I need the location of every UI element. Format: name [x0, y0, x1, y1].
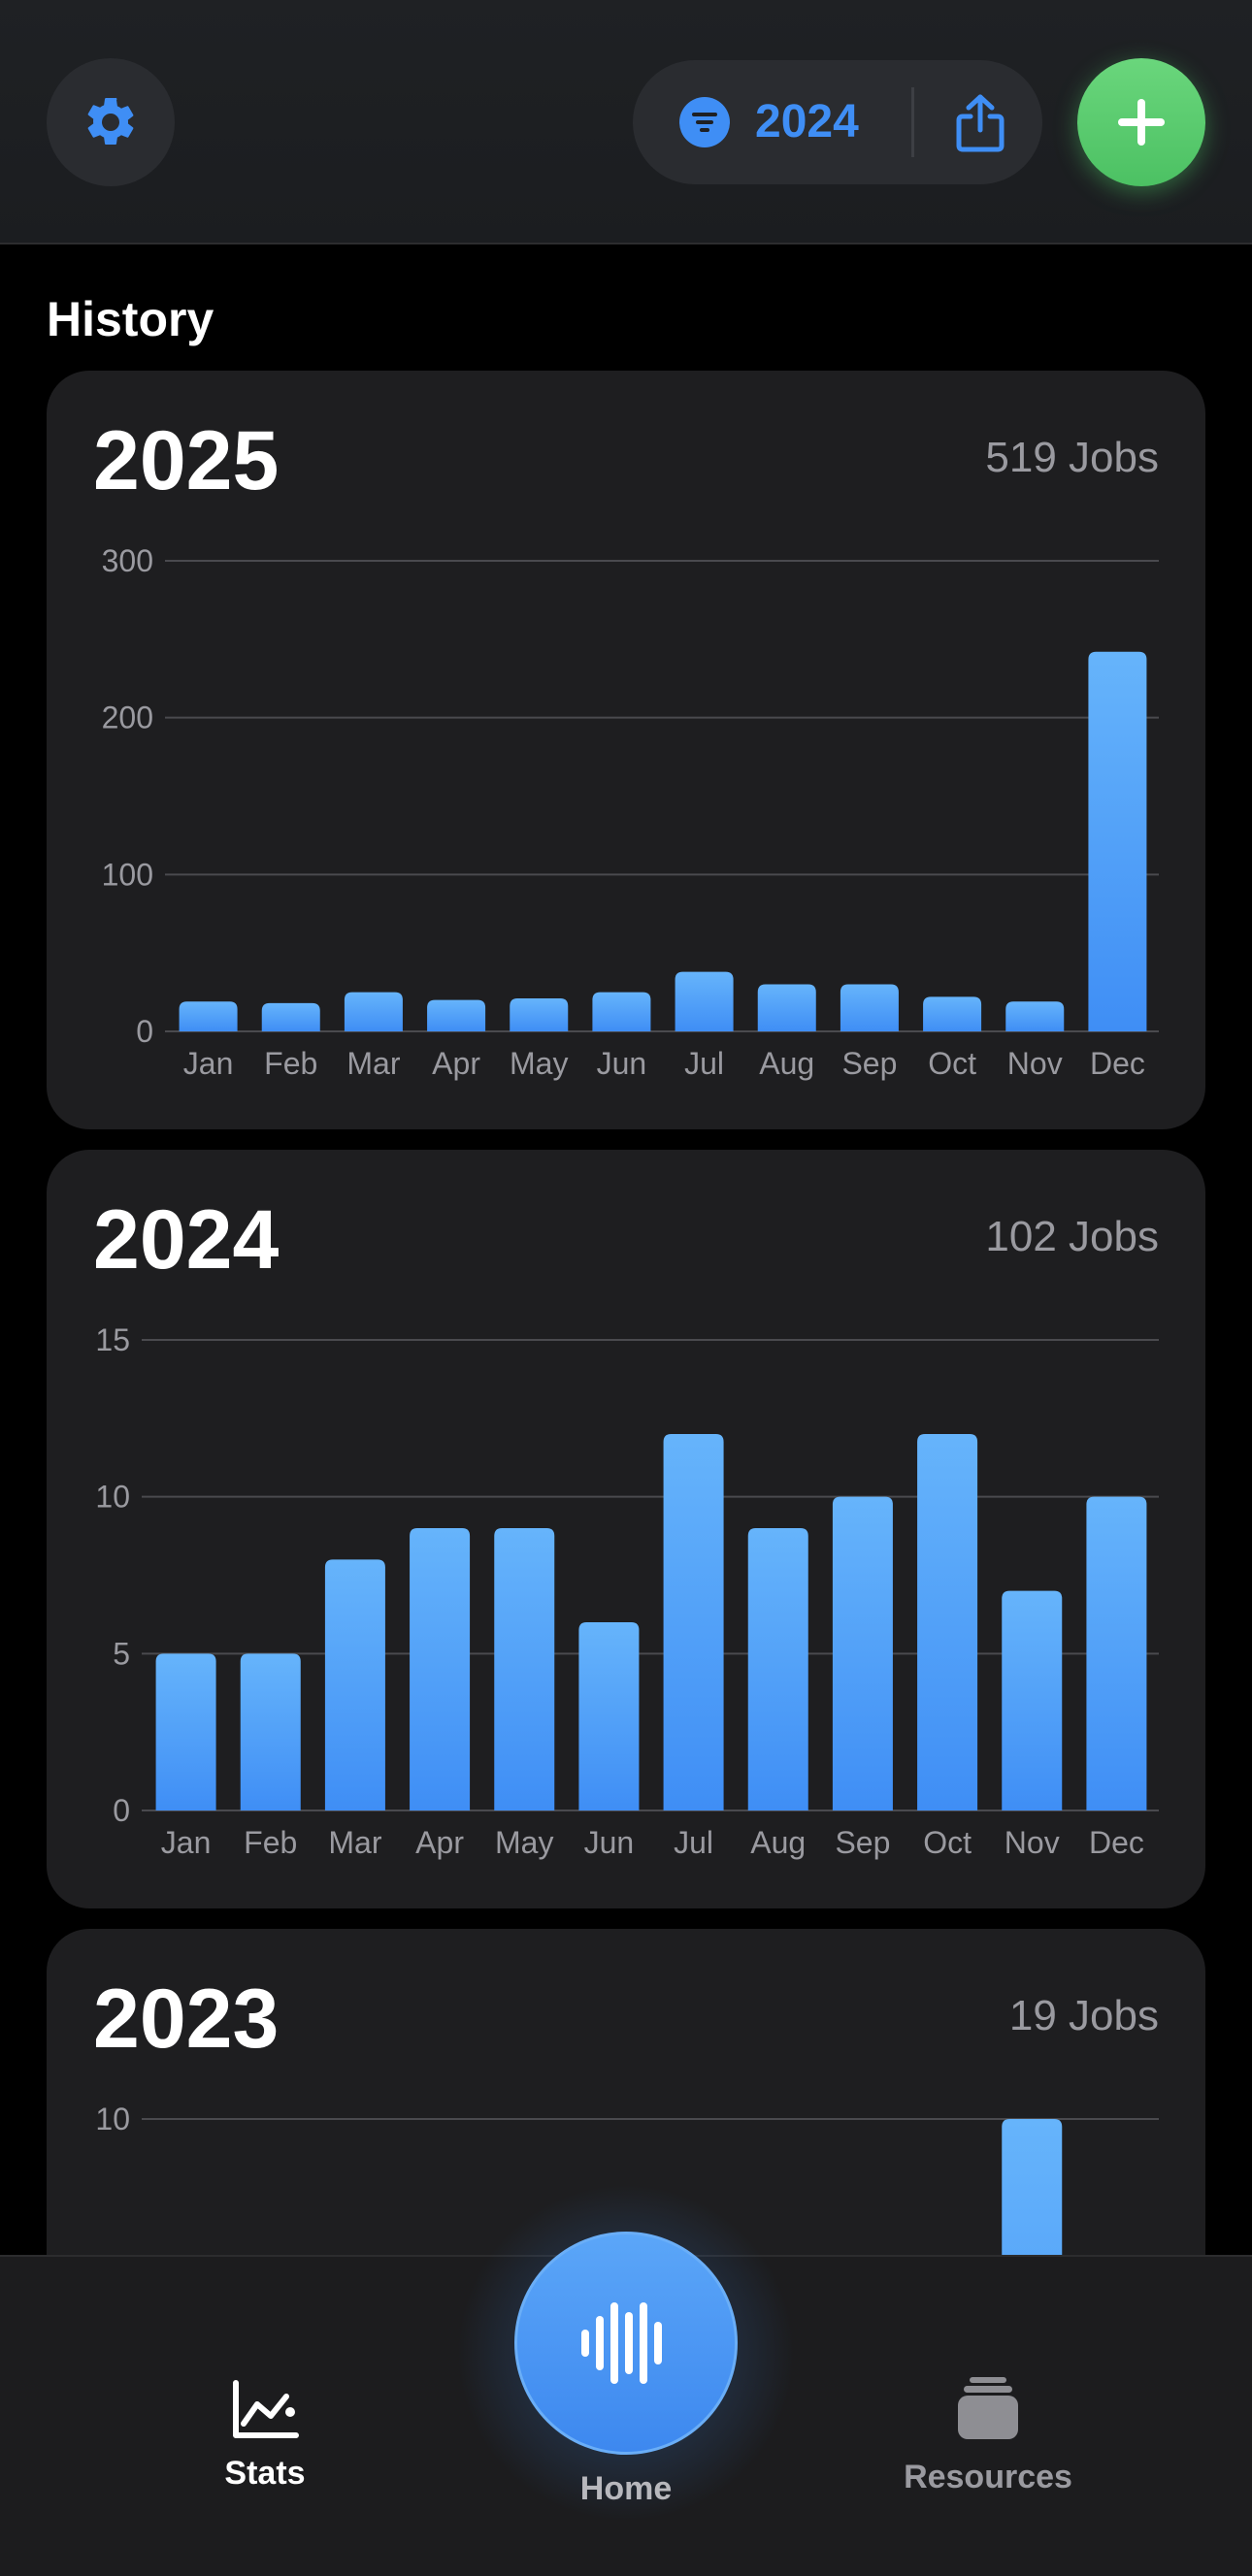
line-chart-icon [233, 2380, 299, 2438]
x-tick-label: Feb [264, 1046, 317, 1081]
x-tick-label: Jan [183, 1046, 234, 1081]
stack-icon [958, 2377, 1018, 2439]
bar-nov[interactable] [1005, 1001, 1065, 1031]
settings-button[interactable] [47, 58, 175, 186]
y-tick-label: 300 [102, 543, 153, 578]
x-tick-label: Sep [841, 1046, 897, 1081]
y-tick-label: 5 [113, 1636, 130, 1671]
bar-jul[interactable] [663, 1434, 724, 1810]
bar-jul[interactable] [675, 971, 734, 1031]
y-tick-label: 0 [113, 1793, 130, 1828]
bar-jan[interactable] [155, 1653, 216, 1810]
y-tick-label: 10 [95, 1480, 130, 1515]
filter-icon[interactable] [679, 97, 730, 147]
gear-icon [87, 97, 134, 145]
x-tick-label: Jul [674, 1825, 713, 1860]
card-year: 2024 [93, 1193, 280, 1287]
card-jobs-count: 19 Jobs [1008, 1992, 1159, 2039]
add-job-button[interactable] [1077, 58, 1205, 186]
top-toolbar: 2024 [0, 0, 1252, 245]
bar-oct[interactable] [923, 996, 982, 1031]
bar-apr[interactable] [427, 999, 486, 1031]
card-year: 2023 [93, 1973, 280, 2066]
bar-sep[interactable] [832, 1496, 893, 1810]
tab-resources-label: Resources [904, 2459, 1072, 2495]
bar-feb[interactable] [261, 1002, 320, 1031]
bar-mar[interactable] [324, 1559, 385, 1810]
tab-stats-label: Stats [224, 2455, 306, 2492]
year-card-2025[interactable]: 2025 519 Jobs 0 100 200 300 Jan Feb Mar Apr May J… [47, 371, 1205, 1129]
year-card-2024[interactable]: 2024 102 Jobs 0 5 10 15 Jan Feb Mar Apr May Jun Ju… [47, 1150, 1205, 1908]
year-filter-pill: 2024 [633, 60, 1042, 184]
card-jobs-count: 519 Jobs [985, 434, 1159, 481]
bar-may[interactable] [510, 998, 569, 1031]
x-tick-label: Nov [1007, 1046, 1063, 1081]
bar-jun[interactable] [578, 1622, 640, 1810]
x-tick-label: Mar [346, 1046, 400, 1081]
y-tick-label: 15 [95, 1322, 130, 1357]
tab-resources[interactable]: Resources [873, 2257, 1103, 2576]
bar-nov[interactable] [1002, 1590, 1063, 1810]
x-tick-label: May [495, 1825, 553, 1860]
bar-jun[interactable] [592, 992, 651, 1031]
x-tick-label: Nov [1005, 1825, 1060, 1860]
bar-dec[interactable] [1088, 651, 1147, 1031]
plus-icon [1118, 99, 1165, 146]
bar-oct[interactable] [917, 1434, 978, 1810]
y-tick-label: 0 [136, 1014, 153, 1049]
bar-mar[interactable] [344, 992, 403, 1031]
bar-aug[interactable] [757, 984, 816, 1032]
tab-stats[interactable]: Stats [167, 2257, 363, 2576]
y-tick-label: 200 [102, 701, 153, 735]
tab-home[interactable] [514, 2232, 738, 2455]
bar-sep[interactable] [840, 984, 899, 1032]
x-tick-label: Mar [328, 1825, 381, 1860]
x-tick-label: Feb [244, 1825, 297, 1860]
year-filter-value[interactable]: 2024 [755, 96, 859, 147]
bar-jan[interactable] [179, 1001, 238, 1031]
x-tick-label: Dec [1090, 1046, 1145, 1081]
bar-aug[interactable] [747, 1528, 808, 1810]
x-tick-label: Jun [597, 1046, 647, 1081]
x-tick-label: Oct [928, 1046, 976, 1081]
bar-chart: 0 5 10 15 Jan Feb Mar Apr May Jun Jul Aug Sep Oct Nov D… [95, 1322, 1159, 1860]
x-tick-label: May [510, 1046, 568, 1081]
x-tick-label: Aug [759, 1046, 814, 1081]
y-tick-label: 100 [102, 857, 153, 892]
bar-dec[interactable] [1086, 1496, 1147, 1810]
x-tick-label: Jan [161, 1825, 212, 1860]
bar-apr[interactable] [410, 1528, 471, 1810]
x-tick-label: Sep [835, 1825, 890, 1860]
x-tick-label: Jul [684, 1046, 724, 1081]
x-tick-label: Apr [432, 1046, 480, 1081]
x-tick-label: Jun [584, 1825, 635, 1860]
tab-home-label: Home [579, 2470, 673, 2507]
share-icon[interactable] [953, 93, 1007, 153]
bar-chart: 0 100 200 300 Jan Feb Mar Apr May Jun Jul Aug Sep Oct… [102, 543, 1159, 1081]
bar-feb[interactable] [240, 1653, 301, 1810]
section-title: History [47, 292, 214, 346]
card-jobs-count: 102 Jobs [985, 1213, 1159, 1260]
bar-may[interactable] [494, 1528, 555, 1810]
x-tick-label: Apr [415, 1825, 464, 1860]
x-tick-label: Aug [750, 1825, 806, 1860]
waveform-icon [581, 2302, 662, 2384]
x-tick-label: Oct [923, 1825, 972, 1860]
card-year: 2025 [93, 414, 280, 507]
x-tick-label: Dec [1089, 1825, 1144, 1860]
y-tick-label: 10 [95, 2102, 130, 2136]
pill-divider [911, 87, 914, 157]
